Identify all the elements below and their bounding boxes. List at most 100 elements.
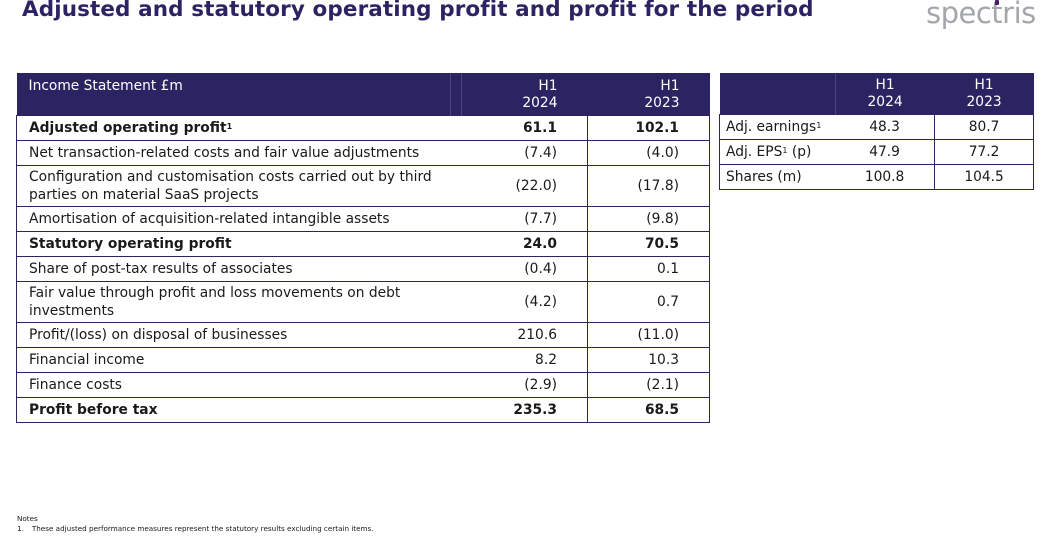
row-label-text: Shares (m) xyxy=(726,169,802,185)
row-label-text: Financial income xyxy=(29,352,145,368)
logo-accent-mark xyxy=(995,0,999,5)
row-label-text: Statutory operating profit xyxy=(29,236,232,252)
value-h1-2024: 47.9 xyxy=(835,139,936,165)
row-label: Amortisation of acquisition-related inta… xyxy=(16,206,461,232)
earnings-table: H1 2024 H1 2023 Adj. earnings1 48.3 80.7 Adj.… xyxy=(719,73,1034,190)
value-h1-2023: 77.2 xyxy=(934,139,1034,165)
row-label-text: Net transaction-related costs and fair v… xyxy=(29,145,420,161)
value-h1-2023: 80.7 xyxy=(934,114,1034,140)
value-h1-2024: 8.2 xyxy=(461,347,588,373)
row-label: Financial income xyxy=(16,347,461,373)
value-h1-2024: 61.1 xyxy=(461,115,588,141)
value-h1-2023: 70.5 xyxy=(587,231,710,257)
earnings-row: Adj. EPS1 (p) 47.9 77.2 xyxy=(719,139,1034,165)
earnings-row: Adj. earnings1 48.3 80.7 xyxy=(719,114,1034,140)
row-label-text: Profit before tax xyxy=(29,402,158,418)
row-label: Adj. EPS1 (p) xyxy=(719,139,835,165)
footnote-number: 1. xyxy=(17,524,24,533)
row-label-text: Configuration and customisation costs ca… xyxy=(29,169,432,203)
income-row: Profit before tax 235.3 68.5 xyxy=(16,397,710,423)
footnote-ref: 1 xyxy=(782,146,788,155)
footnote-1: 1. These adjusted performance measures r… xyxy=(17,524,374,534)
earnings-row: Shares (m) 100.8 104.5 xyxy=(719,164,1034,190)
value-h1-2023: (2.1) xyxy=(587,372,710,398)
income-row: Net transaction-related costs and fair v… xyxy=(16,140,710,166)
value-h1-2023: 102.1 xyxy=(587,115,710,141)
earnings-header-2024-line2: 2024 xyxy=(867,94,903,110)
value-h1-2023: 104.5 xyxy=(934,164,1034,190)
value-h1-2023: (11.0) xyxy=(587,322,710,348)
income-row: Share of post-tax results of associates (… xyxy=(16,256,710,282)
row-label-text: Finance costs xyxy=(29,377,122,393)
header-h1-2024: H1 2024 xyxy=(461,73,588,116)
value-h1-2024: (0.4) xyxy=(461,256,588,282)
value-h1-2024: 210.6 xyxy=(461,322,588,348)
row-label: Statutory operating profit xyxy=(16,231,461,257)
value-h1-2024: (7.7) xyxy=(461,206,588,232)
header-h1-2023: H1 2023 xyxy=(587,73,710,116)
row-label: Finance costs xyxy=(16,372,461,398)
row-label-suffix: (p) xyxy=(787,144,812,160)
header-spacer xyxy=(449,73,462,116)
row-label: Adj. earnings1 xyxy=(719,114,835,140)
row-label-text: Share of post-tax results of associates xyxy=(29,261,293,277)
row-label-text: Adj. earnings xyxy=(726,119,817,135)
header-h1-2023-line1: H1 xyxy=(660,78,680,94)
income-table-header-label: Income Statement £m xyxy=(16,73,450,116)
row-label: Profit/(loss) on disposal of businesses xyxy=(16,322,461,348)
header-h1-2024-line2: 2024 xyxy=(522,95,558,111)
row-label: Shares (m) xyxy=(719,164,835,190)
header-h1-2023-line2: 2023 xyxy=(644,95,680,111)
value-h1-2023: 68.5 xyxy=(587,397,710,423)
income-row: Fair value through profit and loss movem… xyxy=(16,281,710,323)
row-label: Adjusted operating profit1 xyxy=(16,115,461,141)
value-h1-2024: 24.0 xyxy=(461,231,588,257)
logo-text: spectris xyxy=(926,0,1036,30)
income-row: Amortisation of acquisition-related inta… xyxy=(16,206,710,232)
row-label: Configuration and customisation costs ca… xyxy=(16,165,461,207)
row-label: Share of post-tax results of associates xyxy=(16,256,461,282)
income-row: Finance costs (2.9) (2.1) xyxy=(16,372,710,398)
income-row: Configuration and customisation costs ca… xyxy=(16,165,710,207)
value-h1-2023: (4.0) xyxy=(587,140,710,166)
row-label-text: Adjusted operating profit xyxy=(29,120,227,136)
earnings-header-h1-2024: H1 2024 xyxy=(835,73,935,115)
notes-heading: Notes xyxy=(17,514,38,523)
value-h1-2024: 235.3 xyxy=(461,397,588,423)
income-statement-table: Income Statement £m H1 2024 H1 2023 Adjust… xyxy=(16,73,710,423)
row-label: Profit before tax xyxy=(16,397,461,423)
income-row: Profit/(loss) on disposal of businesses 2… xyxy=(16,322,710,348)
header-h1-2024-line1: H1 xyxy=(538,78,558,94)
earnings-header-2023-line2: 2023 xyxy=(966,94,1002,110)
spectris-logo: spectris xyxy=(926,0,1036,30)
row-label-text: Amortisation of acquisition-related inta… xyxy=(29,211,390,227)
footnote-ref: 1 xyxy=(226,122,233,131)
earnings-table-body: Adj. earnings1 48.3 80.7 Adj. EPS1 (p) 47.9 7… xyxy=(719,114,1034,190)
value-h1-2024: 100.8 xyxy=(835,164,936,190)
footnotes: Notes 1. These adjusted performance meas… xyxy=(17,514,374,534)
earnings-header-2024-line1: H1 xyxy=(875,77,895,93)
income-row: Adjusted operating profit1 61.1 102.1 xyxy=(16,115,710,141)
page-title: Adjusted and statutory operating profit … xyxy=(22,0,814,22)
value-h1-2023: 10.3 xyxy=(587,347,710,373)
earnings-header-h1-2023: H1 2023 xyxy=(934,73,1034,115)
row-label-text: Adj. EPS xyxy=(726,144,783,160)
income-row: Financial income 8.2 10.3 xyxy=(16,347,710,373)
row-label: Net transaction-related costs and fair v… xyxy=(16,140,461,166)
income-table-body: Adjusted operating profit1 61.1 102.1 Net t… xyxy=(16,115,710,423)
value-h1-2024: (22.0) xyxy=(461,165,588,207)
earnings-header-2023-line1: H1 xyxy=(974,77,994,93)
value-h1-2024: 48.3 xyxy=(835,114,936,140)
earnings-header-label xyxy=(719,73,836,115)
value-h1-2023: 0.1 xyxy=(587,256,710,282)
value-h1-2023: 0.7 xyxy=(587,281,710,323)
footnote-ref: 1 xyxy=(816,121,822,130)
value-h1-2023: (17.8) xyxy=(587,165,710,207)
income-row: Statutory operating profit 24.0 70.5 xyxy=(16,231,710,257)
row-label-text: Profit/(loss) on disposal of businesses xyxy=(29,327,288,343)
value-h1-2024: (4.2) xyxy=(461,281,588,323)
row-label-text: Fair value through profit and loss movem… xyxy=(29,285,401,319)
value-h1-2024: (2.9) xyxy=(461,372,588,398)
value-h1-2024: (7.4) xyxy=(461,140,588,166)
value-h1-2023: (9.8) xyxy=(587,206,710,232)
